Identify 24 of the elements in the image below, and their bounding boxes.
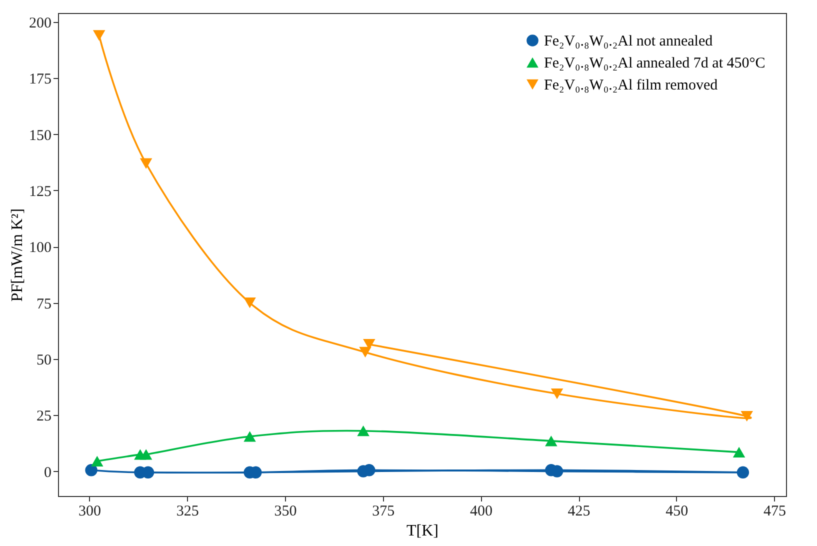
x-tick-label: 425 xyxy=(568,504,590,520)
x-tick-label: 375 xyxy=(372,504,395,520)
x-tick-label: 400 xyxy=(470,504,492,520)
y-tick-label: 200 xyxy=(29,15,52,32)
legend-label: Fe₂V₀.₈W₀.₂Al annealed 7d at 450°C xyxy=(544,56,766,72)
y-tick-label: 125 xyxy=(29,184,52,200)
y-tick-label: 0 xyxy=(44,464,52,481)
point xyxy=(92,30,106,41)
legend-label: Fe₂V₀.₈W₀.₂Al not annealed xyxy=(544,34,714,50)
legend-label: Fe₂V₀.₈W₀.₂Al film removed xyxy=(544,78,718,94)
x-tick-label: 475 xyxy=(764,504,786,520)
x-tick-label: 325 xyxy=(176,504,199,520)
y-tick-label: 50 xyxy=(36,352,52,368)
y-axis-title: PF[mW/m K²] xyxy=(9,208,26,302)
y-tick-label: 100 xyxy=(29,240,52,256)
y-tick-label: 75 xyxy=(36,296,52,312)
y-tick-label: 150 xyxy=(29,128,52,144)
x-tick-label: 350 xyxy=(274,504,297,520)
x-axis-title: T[K] xyxy=(406,522,438,540)
x-tick-label: 300 xyxy=(78,504,102,520)
y-tick-label: 25 xyxy=(36,408,52,425)
y-tick-label: 175 xyxy=(29,72,52,88)
point xyxy=(91,456,104,466)
x-tick-label: 450 xyxy=(666,504,688,520)
